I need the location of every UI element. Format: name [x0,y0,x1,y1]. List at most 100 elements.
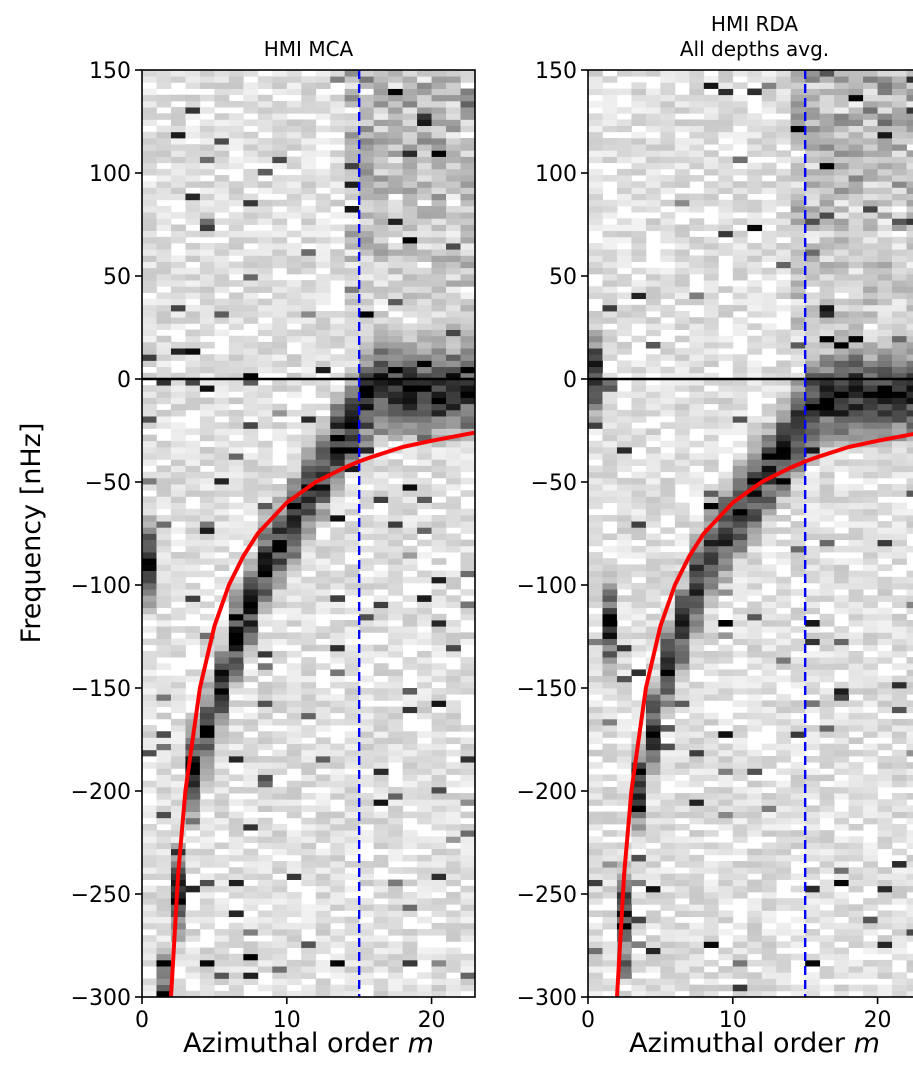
heatmap-cell [674,601,690,609]
heatmap-cell [170,718,186,726]
heatmap-cell [243,774,259,782]
heatmap-cell [431,119,447,127]
heatmap-cell [185,286,201,293]
heatmap-cell [142,144,157,151]
heatmap-cell [359,898,375,905]
heatmap-cell [359,502,375,510]
heatmap-cell [616,990,632,997]
heatmap-cell [674,385,690,392]
heatmap-cell [214,422,230,429]
heatmap-cell [330,94,346,102]
heatmap-cell [689,626,705,633]
heatmap-cell [228,552,244,559]
heatmap-cell [402,453,418,460]
heatmap-cell [689,175,705,182]
heatmap-cell [602,175,618,182]
heatmap-cell [243,953,259,961]
heatmap-cell [243,595,259,602]
heatmap-cell [616,496,632,503]
heatmap-cell [402,273,418,281]
heatmap-cell [243,150,259,157]
heatmap-cell [156,181,172,188]
heatmap-cell [199,168,215,176]
heatmap-cell [243,632,259,639]
heatmap-cell [732,471,748,479]
heatmap-cell [315,484,331,491]
heatmap-cell [373,650,389,658]
heatmap-cell [689,533,705,541]
heatmap-cell [588,323,603,330]
heatmap-cell [272,502,288,510]
heatmap-cell [272,966,288,973]
heatmap-cell [417,212,432,219]
heatmap-cell [344,341,360,349]
heatmap-cell [732,304,748,312]
heatmap-cell [286,502,302,510]
heatmap-cell [228,187,244,194]
heatmap-cell [272,255,288,262]
heatmap-cell [330,175,346,182]
heatmap-cell [732,181,748,188]
heatmap-cell [301,267,317,275]
heatmap-cell [747,459,763,466]
heatmap-cell [142,823,157,831]
heatmap-cell [272,527,288,534]
heatmap-cell [446,601,461,609]
heatmap-cell [747,799,763,806]
heatmap-cell [660,644,676,652]
heatmap-cell [732,564,748,571]
heatmap-cell [645,558,661,565]
heatmap-cell [819,82,835,89]
heatmap-cell [315,366,331,374]
heatmap-cell [588,700,603,707]
heatmap-cell [257,966,273,973]
heatmap-cell [272,243,288,250]
heatmap-cell [446,545,461,553]
heatmap-cell [645,514,661,522]
heatmap-cell [373,823,389,831]
heatmap-cell [228,823,244,831]
heatmap-cell [790,743,806,751]
heatmap-cell [674,694,690,701]
heatmap-cell [199,842,215,850]
heatmap-cell [616,978,632,986]
heatmap-cell [805,830,821,837]
heatmap-cell [170,613,186,621]
heatmap-cell [185,811,201,819]
heatmap-cell [286,688,302,695]
heatmap-cell [272,422,288,429]
heatmap-cell [431,545,447,553]
heatmap-cell [689,317,705,324]
heatmap-cell [588,311,603,318]
heatmap-cell [790,397,806,405]
heatmap-cell [344,681,360,689]
heatmap-cell [819,131,835,139]
heatmap-cell [185,82,201,89]
heatmap-cell [460,360,475,368]
heatmap-cell [631,280,647,287]
heatmap-cell [674,521,690,528]
heatmap-cell [272,280,288,287]
heatmap-cell [170,267,186,275]
heatmap-cell [790,187,806,194]
heatmap-cell [388,255,404,262]
heatmap-cell [142,397,157,405]
heatmap-cell [819,595,835,602]
heatmap-cell [819,168,835,176]
heatmap-cell [199,385,215,392]
heatmap-cell [156,514,172,522]
heatmap-cell [373,416,389,423]
heatmap-cell [616,329,632,337]
heatmap-cell [761,267,777,275]
heatmap-cell [156,861,172,868]
heatmap-cell [674,966,690,973]
heatmap-cell [301,706,317,714]
heatmap-cell [645,471,661,479]
heatmap-cell [761,131,777,139]
heatmap-cell [776,755,792,763]
heatmap-cell [156,873,172,880]
heatmap-cell [703,669,719,677]
heatmap-cell [344,712,360,720]
heatmap-cell [431,786,447,794]
heatmap-cell [417,422,432,429]
